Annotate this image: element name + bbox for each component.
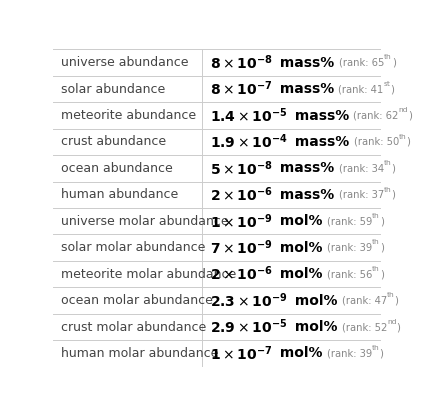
Text: human molar abundance: human molar abundance (61, 347, 218, 360)
Text: $\mathbf{2}\times\mathbf{10}^{\mathbf{-6}}$: $\mathbf{2}\times\mathbf{10}^{\mathbf{-6… (210, 185, 273, 204)
Text: ): ) (396, 322, 400, 332)
Text: $\mathbf{8}\times\mathbf{10}^{\mathbf{-8}}$: $\mathbf{8}\times\mathbf{10}^{\mathbf{-8… (210, 54, 273, 72)
Text: mass%: mass% (275, 188, 335, 202)
Text: mol%: mol% (275, 214, 323, 228)
Text: ocean abundance: ocean abundance (61, 162, 173, 175)
Text: mol%: mol% (275, 267, 323, 281)
Text: crust abundance: crust abundance (61, 136, 166, 148)
Text: (rank: 37: (rank: 37 (338, 190, 384, 200)
Text: (rank: 56: (rank: 56 (327, 269, 372, 279)
Text: ): ) (380, 269, 384, 279)
Text: nd: nd (398, 107, 408, 113)
Text: $\mathbf{8}\times\mathbf{10}^{\mathbf{-7}}$: $\mathbf{8}\times\mathbf{10}^{\mathbf{-7… (210, 80, 272, 98)
Text: (rank: 39: (rank: 39 (327, 243, 372, 253)
Text: th: th (372, 266, 380, 272)
Text: mass%: mass% (275, 82, 334, 96)
Text: (rank: 41: (rank: 41 (338, 84, 384, 94)
Text: universe abundance: universe abundance (61, 56, 189, 69)
Text: (rank: 50: (rank: 50 (354, 137, 399, 147)
Text: th: th (384, 54, 392, 61)
Text: ): ) (392, 58, 396, 68)
Text: st: st (384, 81, 390, 87)
Text: ): ) (380, 243, 384, 253)
Text: ): ) (395, 295, 398, 306)
Text: th: th (387, 292, 395, 298)
Text: mol%: mol% (275, 241, 323, 255)
Text: $\mathbf{1.4}\times\mathbf{10}^{\mathbf{-5}}$: $\mathbf{1.4}\times\mathbf{10}^{\mathbf{… (210, 106, 288, 125)
Text: $\mathbf{7}\times\mathbf{10}^{\mathbf{-9}}$: $\mathbf{7}\times\mathbf{10}^{\mathbf{-9… (210, 239, 273, 257)
Text: mass%: mass% (275, 162, 335, 176)
Text: th: th (399, 133, 407, 140)
Text: th: th (384, 160, 391, 166)
Text: $\mathbf{2.9}\times\mathbf{10}^{\mathbf{-5}}$: $\mathbf{2.9}\times\mathbf{10}^{\mathbf{… (210, 318, 288, 336)
Text: ): ) (380, 216, 384, 226)
Text: meteorite molar abundance: meteorite molar abundance (61, 268, 236, 281)
Text: (rank: 62: (rank: 62 (353, 110, 398, 121)
Text: mol%: mol% (290, 294, 338, 308)
Text: (rank: 34: (rank: 34 (338, 164, 384, 173)
Text: ): ) (392, 190, 396, 200)
Text: (rank: 59: (rank: 59 (327, 216, 372, 226)
Text: meteorite abundance: meteorite abundance (61, 109, 196, 122)
Text: (rank: 39: (rank: 39 (327, 349, 372, 358)
Text: solar abundance: solar abundance (61, 82, 165, 96)
Text: crust molar abundance: crust molar abundance (61, 321, 206, 334)
Text: ): ) (391, 164, 396, 173)
Text: (rank: 65: (rank: 65 (338, 58, 384, 68)
Text: mass%: mass% (275, 56, 335, 70)
Text: $\mathbf{2}\times\mathbf{10}^{\mathbf{-6}}$: $\mathbf{2}\times\mathbf{10}^{\mathbf{-6… (210, 265, 273, 283)
Text: ): ) (390, 84, 394, 94)
Text: th: th (372, 345, 379, 351)
Text: mol%: mol% (275, 346, 323, 360)
Text: universe molar abundance: universe molar abundance (61, 215, 229, 228)
Text: ): ) (407, 137, 410, 147)
Text: th: th (384, 187, 392, 192)
Text: mass%: mass% (290, 135, 349, 149)
Text: mass%: mass% (290, 108, 349, 122)
Text: th: th (372, 213, 380, 219)
Text: ocean molar abundance: ocean molar abundance (61, 294, 213, 307)
Text: $\mathbf{1.9}\times\mathbf{10}^{\mathbf{-4}}$: $\mathbf{1.9}\times\mathbf{10}^{\mathbf{… (210, 133, 288, 151)
Text: th: th (372, 239, 380, 246)
Text: ): ) (379, 349, 383, 358)
Text: $\mathbf{5}\times\mathbf{10}^{\mathbf{-8}}$: $\mathbf{5}\times\mathbf{10}^{\mathbf{-8… (210, 159, 273, 178)
Text: solar molar abundance: solar molar abundance (61, 241, 206, 254)
Text: (rank: 47: (rank: 47 (342, 295, 387, 306)
Text: $\mathbf{2.3}\times\mathbf{10}^{\mathbf{-9}}$: $\mathbf{2.3}\times\mathbf{10}^{\mathbf{… (210, 291, 288, 310)
Text: ): ) (408, 110, 412, 121)
Text: (rank: 52: (rank: 52 (341, 322, 387, 332)
Text: $\mathbf{1}\times\mathbf{10}^{\mathbf{-9}}$: $\mathbf{1}\times\mathbf{10}^{\mathbf{-9… (210, 212, 273, 231)
Text: mol%: mol% (290, 320, 338, 334)
Text: nd: nd (387, 319, 396, 325)
Text: $\mathbf{1}\times\mathbf{10}^{\mathbf{-7}}$: $\mathbf{1}\times\mathbf{10}^{\mathbf{-7… (210, 344, 272, 363)
Text: human abundance: human abundance (61, 188, 179, 201)
